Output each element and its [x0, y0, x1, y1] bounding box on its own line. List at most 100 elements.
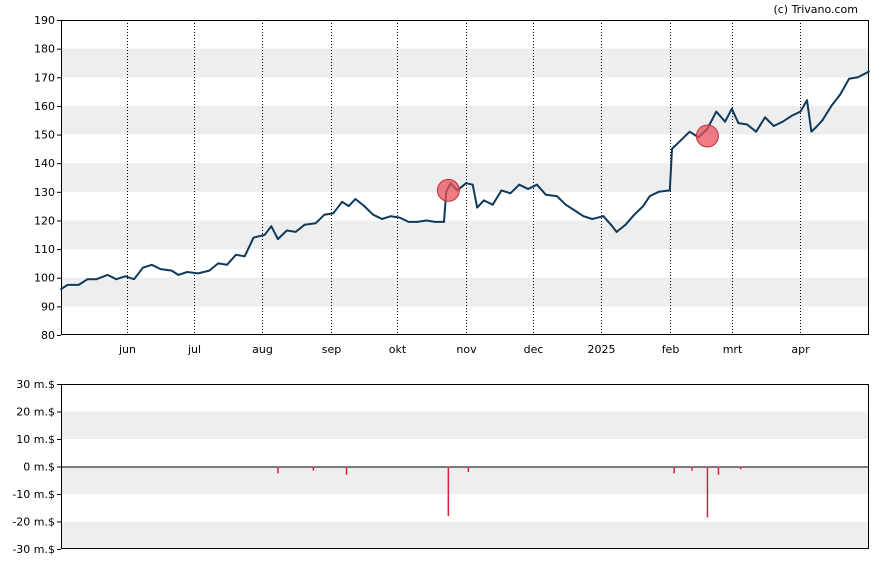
price-point — [821, 119, 824, 122]
price-point — [715, 110, 718, 113]
x-tick-label: jun — [118, 343, 136, 356]
price-point — [270, 225, 273, 228]
price-panel: jun jul aug sep okt nov dec 2025 feb mrt apr 80 90 10… — [34, 14, 870, 356]
x-tick-label: sep — [322, 343, 341, 356]
grid-band — [61, 411, 869, 439]
price-point — [372, 213, 374, 216]
y-tick-label: 120 — [34, 214, 55, 227]
price-point — [806, 99, 808, 102]
price-point — [95, 278, 98, 281]
grid-band — [61, 521, 869, 549]
price-point — [815, 126, 817, 129]
price-point — [810, 130, 813, 133]
grid-band — [61, 466, 869, 494]
price-point — [633, 213, 636, 216]
price-point — [573, 209, 576, 212]
y-tick-label: 150 — [34, 129, 55, 142]
x-tick-label: okt — [389, 343, 407, 356]
price-point — [263, 233, 266, 236]
plot-frame — [61, 20, 869, 335]
volume-bar — [447, 466, 450, 516]
price-point — [602, 215, 605, 218]
volume-bar — [312, 466, 315, 471]
price-point — [243, 255, 246, 258]
event-marker — [695, 124, 719, 148]
price-point — [407, 221, 410, 223]
price-point — [434, 221, 436, 223]
price-point — [86, 278, 89, 281]
volume-bar — [739, 466, 742, 470]
price-point — [226, 263, 228, 266]
x-tick-label: apr — [791, 343, 810, 356]
price-point — [177, 274, 180, 276]
x-tick-label: mrt — [723, 343, 743, 356]
y-tick-label: 10 m.$ — [16, 433, 55, 446]
volume-bar — [717, 466, 720, 475]
x-tick-label: feb — [662, 343, 680, 356]
price-point — [564, 203, 567, 206]
price-point — [389, 215, 392, 218]
y-tick-label: 190 — [34, 14, 55, 27]
price-point — [688, 130, 691, 133]
y-tick-label: 0 m.$ — [23, 461, 55, 474]
price-point — [303, 223, 306, 226]
price-point — [799, 110, 802, 113]
x-tick-label: aug — [252, 343, 273, 356]
x-tick-label: nov — [456, 343, 477, 356]
volume-bar — [673, 466, 675, 474]
price-point — [347, 205, 350, 208]
volume-bar — [706, 466, 709, 518]
price-point — [217, 262, 220, 265]
price-point — [159, 268, 162, 270]
price-point — [381, 218, 383, 220]
y-tick-label: 140 — [34, 157, 55, 170]
price-point — [66, 284, 69, 286]
price-point — [679, 139, 682, 142]
price-point — [323, 213, 326, 216]
price-point — [476, 206, 479, 209]
price-point — [60, 288, 62, 291]
credit-label: (c) Trivano.com — [773, 3, 858, 16]
price-point — [668, 189, 671, 192]
x-tick-label: 2025 — [588, 343, 616, 356]
price-point — [77, 284, 80, 286]
y-tick-label: -30 m.$ — [12, 543, 55, 556]
price-point — [582, 215, 585, 218]
volume-panel: -30 m.$ -20 m.$ -10 m.$ 0 m.$ 10 m.$ 20 m.$ 30… — [12, 378, 869, 556]
price-point — [591, 218, 594, 220]
price-point — [868, 70, 870, 73]
price-point — [482, 199, 485, 202]
price-point — [197, 272, 200, 275]
price-point — [746, 123, 749, 126]
price-point — [208, 269, 211, 272]
price-point — [755, 130, 757, 133]
plot-frame — [61, 384, 869, 549]
price-point — [133, 278, 136, 281]
event-marker — [436, 178, 460, 202]
price-point — [737, 122, 740, 124]
price-point — [124, 275, 127, 278]
x-tick-label: dec — [524, 343, 544, 356]
volume-bar — [277, 466, 279, 474]
price-point — [730, 107, 733, 110]
price-point — [615, 231, 618, 233]
y-tick-label: 90 — [41, 300, 55, 313]
price-point — [471, 183, 474, 186]
price-point — [363, 205, 366, 208]
price-point — [425, 219, 428, 222]
y-tick-label: 80 — [41, 329, 55, 342]
price-point — [790, 115, 793, 117]
price-point — [848, 77, 850, 80]
price-point — [277, 238, 279, 241]
volume-bar — [691, 466, 693, 471]
grid-band — [61, 220, 869, 250]
price-point — [332, 212, 335, 215]
price-point — [235, 253, 237, 256]
price-point — [556, 195, 558, 198]
price-point — [491, 203, 494, 206]
y-tick-label: 110 — [34, 243, 55, 256]
price-point — [642, 205, 645, 208]
price-point — [443, 221, 445, 223]
price-point — [115, 278, 118, 281]
